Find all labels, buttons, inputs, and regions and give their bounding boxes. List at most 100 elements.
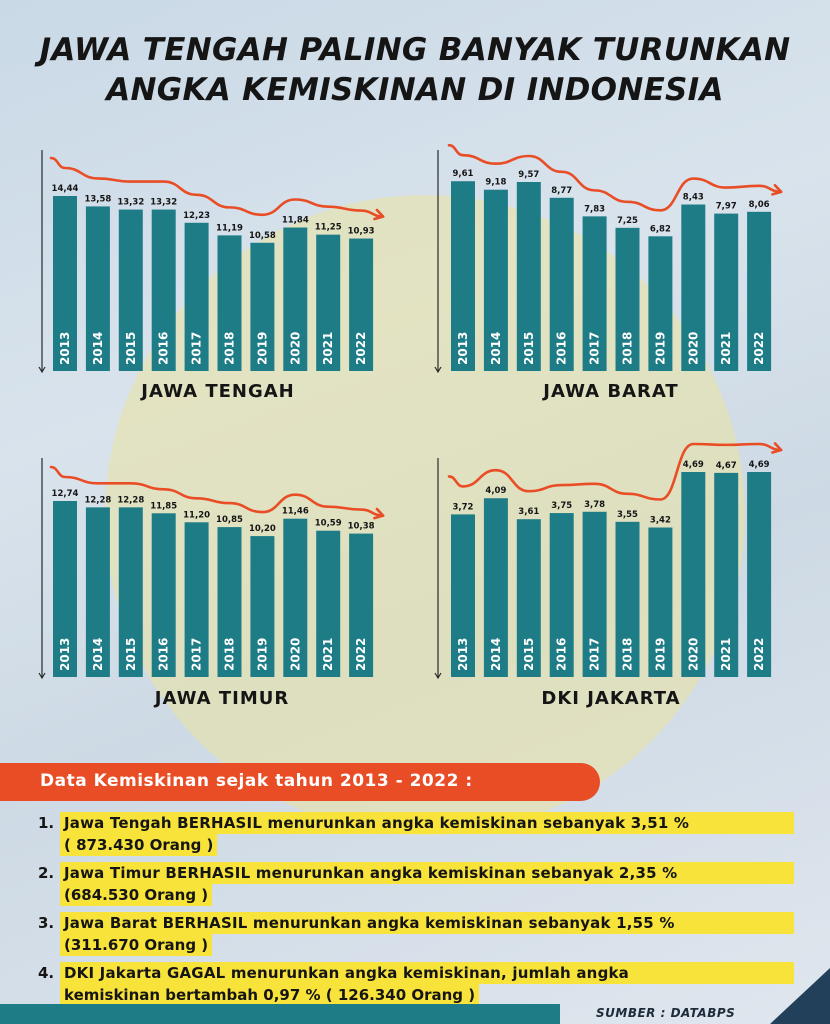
bar — [250, 242, 275, 371]
x-tick-label: 2017 — [588, 638, 602, 671]
note-number: 1. — [38, 814, 55, 832]
bar — [184, 222, 209, 371]
data-label: 9,61 — [453, 169, 474, 179]
data-label: 4,69 — [749, 460, 770, 470]
note-number: 3. — [38, 914, 55, 932]
chart-dki-jakarta: 3,72 2013 4,09 2014 3,61 2015 3,75 2016 3,78 2017… — [434, 442, 783, 680]
trend-arrow — [373, 507, 385, 520]
bar — [217, 235, 242, 371]
bar — [118, 209, 143, 371]
bar — [283, 227, 308, 371]
x-tick-label: 2020 — [288, 638, 302, 671]
x-tick-label: 2022 — [752, 638, 766, 671]
x-tick-label: 2016 — [555, 638, 569, 671]
bar — [648, 236, 673, 371]
note-line2: ( 873.430 Orang ) — [60, 834, 218, 856]
data-label: 4,09 — [485, 486, 506, 496]
trend-arrow — [771, 442, 783, 454]
trend-arrow — [373, 208, 385, 221]
y-axis-arrow — [38, 672, 46, 680]
data-label: 7,97 — [716, 202, 737, 212]
source-credit: SUMBER : DATABPS — [596, 1006, 736, 1020]
x-tick-label: 2014 — [91, 638, 105, 671]
x-tick-label: 2015 — [522, 638, 536, 671]
data-label: 11,25 — [315, 223, 342, 233]
x-tick-label: 2021 — [321, 638, 335, 671]
summary-banner-text: Data Kemiskinan sejak tahun 2013 - 2022 … — [40, 771, 473, 791]
bar — [648, 527, 673, 677]
bar — [681, 472, 706, 677]
data-label: 12,28 — [117, 495, 144, 505]
bar — [549, 513, 574, 677]
chart-title-dki-jakarta: DKI JAKARTA — [541, 688, 681, 709]
bar — [53, 196, 77, 371]
x-tick-label: 2013 — [456, 638, 470, 671]
trend-line — [49, 465, 385, 517]
x-tick-label: 2013 — [456, 332, 470, 365]
x-tick-label: 2021 — [321, 332, 335, 365]
data-label: 14,44 — [52, 184, 79, 194]
x-tick-label: 2014 — [489, 332, 503, 365]
chart-title-jawa-timur: JAWA TIMUR — [154, 688, 290, 709]
data-label: 3,42 — [650, 516, 671, 526]
bar — [316, 530, 341, 677]
data-label: 8,06 — [749, 200, 770, 210]
data-label: 10,85 — [216, 515, 243, 525]
data-label: 6,82 — [650, 224, 671, 234]
bar — [681, 204, 706, 371]
bar — [516, 519, 541, 677]
x-tick-label: 2017 — [190, 332, 204, 365]
summary-banner: Data Kemiskinan sejak tahun 2013 - 2022 … — [0, 763, 600, 801]
x-tick-label: 2015 — [124, 332, 138, 365]
data-label: 3,78 — [584, 500, 605, 510]
x-tick-label: 2017 — [190, 638, 204, 671]
data-label: 11,19 — [216, 223, 243, 233]
footer-bar — [0, 1004, 560, 1024]
bar — [349, 238, 374, 371]
y-axis-arrow — [38, 366, 46, 374]
x-tick-label: 2018 — [621, 638, 635, 671]
data-label: 11,84 — [282, 216, 309, 226]
x-tick-label: 2018 — [223, 332, 237, 365]
bar — [714, 472, 739, 677]
bar — [582, 216, 607, 371]
page-title-line2: ANGKA KEMISKINAN DI INDONESIA — [106, 72, 724, 108]
bar — [349, 533, 374, 677]
data-label: 9,57 — [518, 170, 539, 180]
note-line2: kemiskinan bertambah 0,97 % ( 126.340 Or… — [60, 984, 480, 1006]
bar — [714, 213, 739, 371]
bar — [250, 536, 275, 677]
note-line2: (684.530 Orang ) — [60, 884, 213, 906]
bar — [85, 507, 110, 677]
list-item: 2. Jawa Timur BERHASIL menurunkan angka … — [38, 862, 800, 906]
data-label: 8,43 — [683, 193, 704, 203]
note-number: 4. — [38, 964, 55, 982]
x-tick-label: 2019 — [653, 638, 667, 671]
x-tick-label: 2016 — [555, 332, 569, 365]
x-tick-label: 2020 — [288, 332, 302, 365]
data-label: 10,59 — [315, 519, 342, 529]
list-item: 3. Jawa Barat BERHASIL menurunkan angka … — [38, 912, 800, 956]
summary-notes: 1. Jawa Tengah BERHASIL menurunkan angka… — [38, 812, 800, 1012]
bar — [85, 206, 110, 371]
data-label: 7,83 — [584, 204, 605, 214]
chart-jawa-timur: 12,74 2013 12,28 2014 12,28 2015 11,85 2016 11,2… — [38, 458, 385, 680]
y-axis-arrow — [434, 366, 442, 374]
x-tick-label: 2013 — [58, 638, 72, 671]
list-item: 4. DKI Jakarta GAGAL menurunkan angka ke… — [38, 962, 800, 1006]
x-tick-label: 2014 — [91, 332, 105, 365]
x-tick-label: 2018 — [621, 332, 635, 365]
trend-line — [49, 156, 385, 218]
note-line1: Jawa Tengah BERHASIL menurunkan angka ke… — [60, 812, 794, 834]
bar — [615, 521, 640, 677]
x-tick-label: 2015 — [522, 332, 536, 365]
data-label: 3,55 — [617, 510, 638, 520]
x-tick-label: 2021 — [719, 332, 733, 365]
x-tick-label: 2015 — [124, 638, 138, 671]
bar — [516, 182, 541, 371]
bar — [582, 511, 607, 677]
x-tick-label: 2019 — [653, 332, 667, 365]
bar — [53, 501, 77, 677]
x-tick-label: 2021 — [719, 638, 733, 671]
note-line1: Jawa Barat BERHASIL menurunkan angka kem… — [60, 912, 794, 934]
